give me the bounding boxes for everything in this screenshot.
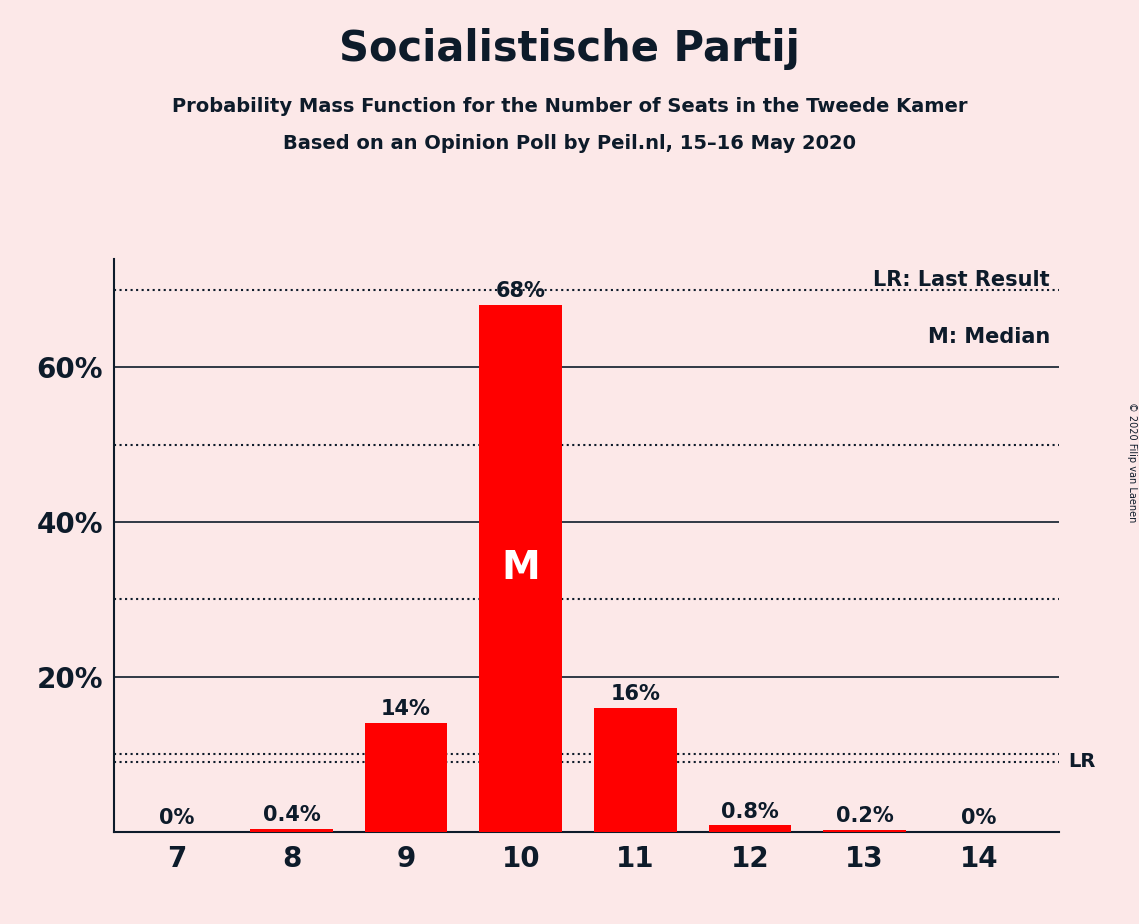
Text: Based on an Opinion Poll by Peil.nl, 15–16 May 2020: Based on an Opinion Poll by Peil.nl, 15–…: [282, 134, 857, 153]
Text: Socialistische Partij: Socialistische Partij: [339, 28, 800, 69]
Text: LR: Last Result: LR: Last Result: [874, 270, 1050, 290]
Bar: [823, 830, 906, 832]
Bar: [708, 825, 792, 832]
Text: M: Median: M: Median: [927, 327, 1050, 347]
Bar: [364, 723, 448, 832]
Bar: [595, 708, 677, 832]
Text: Probability Mass Function for the Number of Seats in the Tweede Kamer: Probability Mass Function for the Number…: [172, 97, 967, 116]
Text: 68%: 68%: [495, 281, 546, 301]
Text: 14%: 14%: [382, 699, 431, 720]
Text: M: M: [501, 550, 540, 588]
Text: 0.2%: 0.2%: [836, 806, 893, 826]
Text: 16%: 16%: [611, 684, 661, 704]
Text: 0%: 0%: [961, 808, 997, 828]
Text: 0%: 0%: [159, 808, 195, 828]
Text: 0.4%: 0.4%: [263, 805, 320, 824]
Bar: [480, 305, 562, 832]
Bar: [251, 829, 333, 832]
Text: © 2020 Filip van Laenen: © 2020 Filip van Laenen: [1126, 402, 1137, 522]
Text: 0.8%: 0.8%: [721, 801, 779, 821]
Text: LR: LR: [1068, 752, 1096, 772]
